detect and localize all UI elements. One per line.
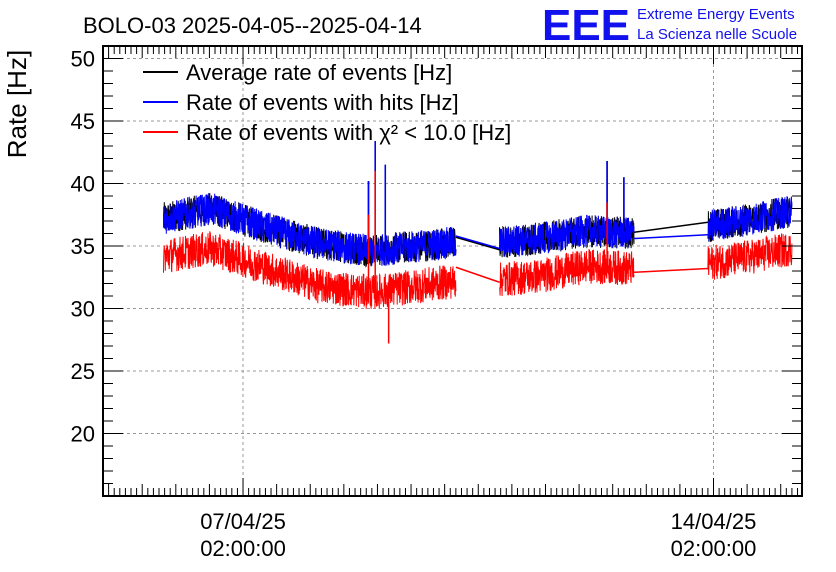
series-2-trace-2 xyxy=(499,214,635,257)
eee-logo-mark: EEE xyxy=(542,1,630,50)
legend-label-1: Average rate of events [Hz] xyxy=(186,60,452,85)
y-tick-label: 35 xyxy=(71,234,95,259)
x-tick-label-time: 02:00:00 xyxy=(200,536,286,561)
logo-line-1: Extreme Energy Events xyxy=(637,6,795,23)
series-3 xyxy=(163,171,793,344)
series-3-trace-3 xyxy=(707,233,793,280)
logo-line-2: La Scienza nelle Scuole xyxy=(637,26,797,43)
eee-logo: EEE Extreme Energy Events La Scienza nel… xyxy=(542,1,797,50)
x-tick-label-date: 14/04/25 xyxy=(671,509,757,534)
series-3-trace-1 xyxy=(163,231,457,309)
y-tick-label: 45 xyxy=(71,109,95,134)
y-tick-label: 20 xyxy=(71,422,95,447)
y-tick-label: 30 xyxy=(71,297,95,322)
series-2-gap-connector xyxy=(633,234,708,240)
series-1 xyxy=(163,141,793,268)
series-2 xyxy=(163,141,793,266)
series-1-gap-connector xyxy=(455,236,500,251)
legend-label-2: Rate of events with hits [Hz] xyxy=(186,90,459,115)
series-2-trace-1 xyxy=(163,193,457,266)
chart-title: BOLO-03 2025-04-05--2025-04-14 xyxy=(83,13,422,38)
legend-label-3: Rate of events with χ² < 10.0 [Hz] xyxy=(186,120,511,145)
y-tick-label: 40 xyxy=(71,172,95,197)
axes: 2025303540455007/04/2502:00:0014/04/2502… xyxy=(71,45,803,561)
y-tick-label: 50 xyxy=(71,47,95,72)
y-tick-label: 25 xyxy=(71,359,95,384)
series-3-trace-2 xyxy=(499,249,635,297)
series-1-gap-connector xyxy=(633,221,709,233)
series-2-gap-connector xyxy=(455,235,500,250)
series-3-gap-connector xyxy=(633,267,708,273)
y-axis-label: Rate [Hz] xyxy=(2,50,32,158)
legend: Average rate of events [Hz] Rate of event… xyxy=(143,60,511,145)
series-lines xyxy=(163,141,793,344)
x-tick-label-date: 07/04/25 xyxy=(200,509,286,534)
series-3-gap-connector xyxy=(455,266,500,283)
x-tick-label-time: 02:00:00 xyxy=(671,536,757,561)
series-2-trace-3 xyxy=(707,196,793,242)
